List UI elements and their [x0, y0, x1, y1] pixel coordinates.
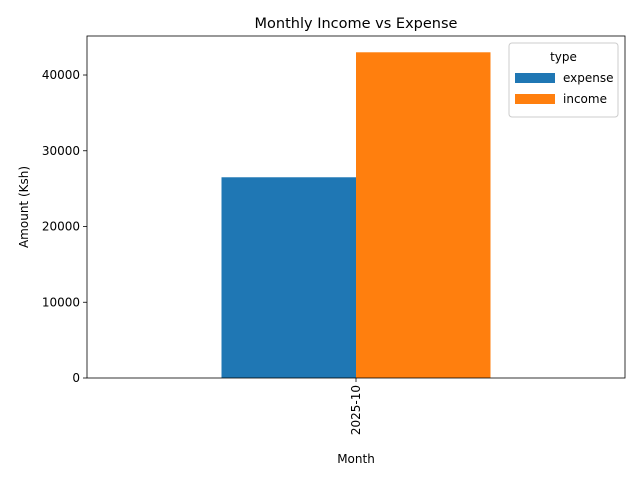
- axes-frame: [86, 35, 626, 379]
- y-tick-label: 40000: [42, 68, 80, 82]
- bar-expense: [221, 177, 356, 378]
- legend-label-expense: expense: [563, 71, 614, 85]
- y-tick-label: 20000: [42, 220, 80, 234]
- chart-title: Monthly Income vs Expense: [255, 16, 458, 32]
- plot-area: 2025-10 0 10000 20000 30000 40000: [42, 35, 626, 435]
- x-axis-label: Month: [337, 452, 375, 466]
- y-tick-label: 0: [72, 371, 80, 385]
- legend-swatch-expense: [515, 73, 555, 83]
- legend-label-income: income: [563, 92, 607, 106]
- bar-income: [356, 52, 491, 379]
- legend-title: type: [550, 50, 577, 64]
- legend: type expense income: [508, 42, 619, 118]
- y-tick-label: 30000: [42, 144, 80, 158]
- y-axis-label: Amount (Ksh): [17, 166, 31, 248]
- y-tick-label: 10000: [42, 295, 80, 309]
- x-tick-label: 2025-10: [349, 385, 363, 435]
- legend-swatch-income: [515, 94, 555, 104]
